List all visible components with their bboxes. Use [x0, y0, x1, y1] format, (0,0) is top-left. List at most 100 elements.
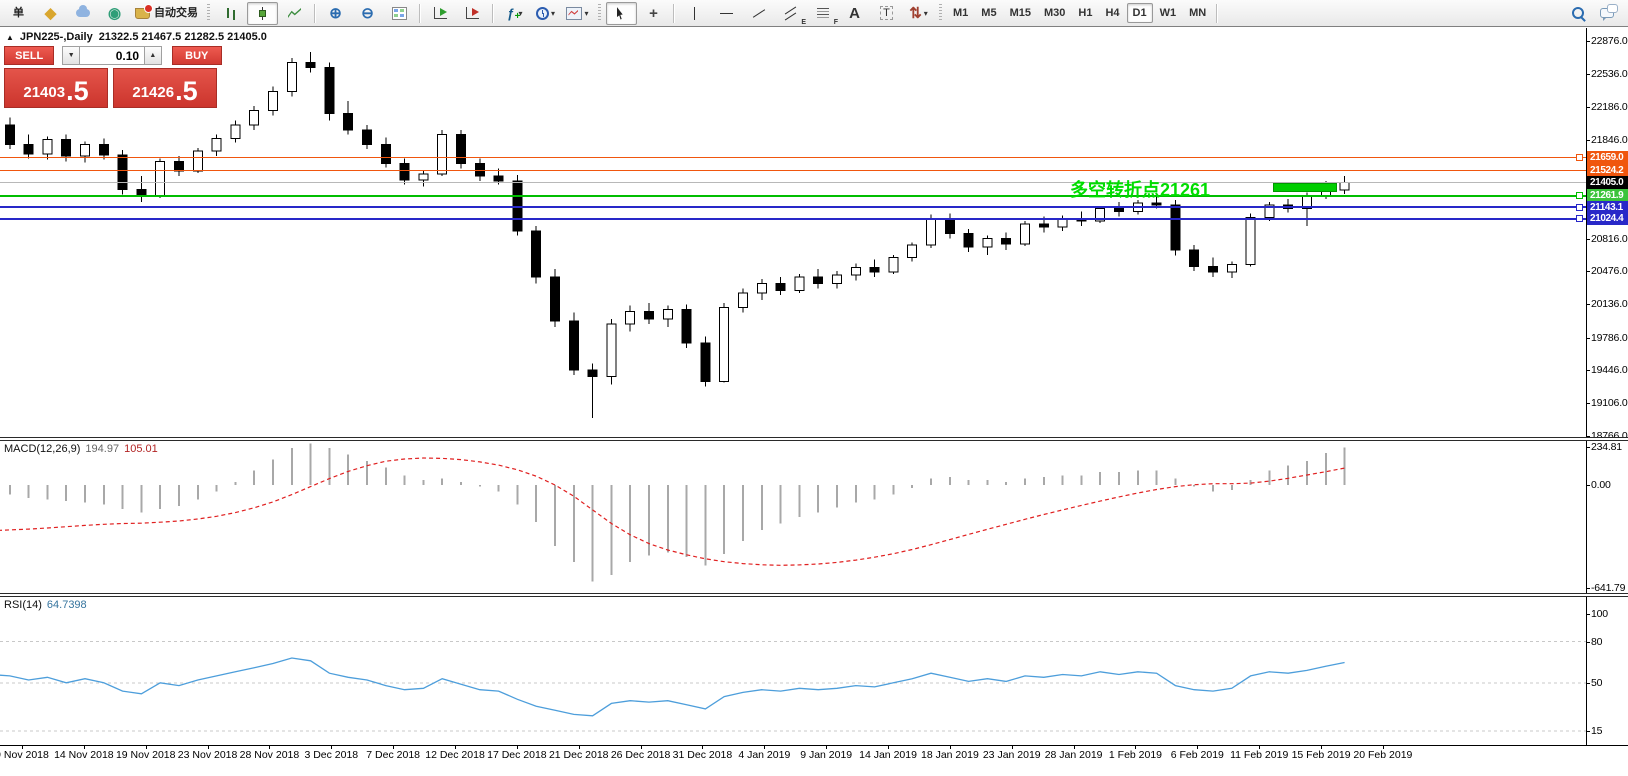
toolbar-separator — [1216, 3, 1219, 23]
price-level-line[interactable] — [0, 157, 1586, 159]
autotrading-button[interactable]: 自动交易 — [131, 2, 202, 25]
date-tick-label: 14 Jan 2019 — [859, 749, 917, 761]
arrows-button[interactable]: ⇅ ▾ — [903, 2, 934, 25]
timeframe-w1[interactable]: W1 — [1159, 7, 1177, 19]
text-label-button[interactable]: T — [871, 2, 902, 25]
rsi-tick-mark — [1586, 730, 1590, 732]
date-tick-mark — [1259, 745, 1261, 749]
price-level-line[interactable] — [0, 194, 1586, 197]
line-handle[interactable] — [1576, 154, 1583, 162]
channel-button[interactable]: E — [775, 2, 806, 26]
indicators-button[interactable]: ƒ▾ — [498, 2, 529, 25]
dropdown-arrow-icon: ▾ — [550, 8, 555, 18]
highlight-rectangle[interactable] — [1273, 183, 1337, 192]
search-button[interactable] — [1562, 2, 1593, 25]
date-tick-label: 15 Feb 2019 — [1291, 749, 1351, 761]
chart-title: ▲ JPN225-,Daily 21322.5 21467.5 21282.5 … — [6, 31, 267, 43]
cursor-button[interactable] — [606, 1, 637, 25]
new-order-button[interactable]: 单 — [3, 2, 34, 25]
crosshair-button[interactable]: + — [638, 2, 669, 25]
date-tick-label: 26 Dec 2018 — [610, 749, 671, 761]
timeframe-h4[interactable]: H4 — [1105, 7, 1120, 19]
icon-sub-label: E — [801, 18, 806, 26]
chart-shift-icon — [466, 7, 479, 19]
crosshair-icon: + — [649, 4, 658, 22]
sell-price-box[interactable]: 21403 .5 — [4, 68, 108, 108]
price-tick-label: 20476.0 — [1591, 265, 1628, 278]
zoom-out-button[interactable]: ⊖ — [352, 2, 383, 25]
line-handle[interactable] — [1576, 215, 1583, 223]
text-button[interactable]: A — [839, 2, 870, 25]
timeframe-m1[interactable]: M1 — [953, 7, 969, 19]
market-watch-button[interactable]: ◆ — [35, 2, 66, 25]
fibonacci-button[interactable]: F — [807, 2, 838, 26]
pane-separator[interactable] — [0, 437, 1628, 441]
timeframe-m15[interactable]: M15 — [1009, 7, 1031, 19]
sell-button[interactable]: SELL — [4, 46, 55, 65]
date-tick-label: 31 Dec 2018 — [672, 749, 733, 761]
buy-button[interactable]: BUY — [171, 46, 223, 65]
line-chart-button[interactable] — [279, 2, 310, 25]
volume-increase-button[interactable]: ▲ — [144, 46, 162, 65]
collapse-panel-icon[interactable]: ▲ — [6, 32, 14, 42]
candlestick-chart-button[interactable] — [247, 1, 278, 25]
date-tick-mark — [331, 745, 333, 749]
timeframe-d1[interactable]: D1 — [1126, 3, 1153, 23]
price-tag: 21659.0 — [1587, 151, 1628, 165]
date-tick-label: 21 Dec 2018 — [548, 749, 609, 761]
chat-button[interactable] — [1594, 2, 1625, 25]
date-tick-label: 14 Nov 2018 — [54, 749, 114, 761]
dropdown-arrow-icon: ▾ — [923, 8, 928, 18]
autotrading-label: 自动交易 — [154, 6, 198, 19]
tile-windows-icon — [392, 6, 407, 20]
date-tick-mark — [1321, 745, 1323, 749]
price-level-line[interactable] — [0, 217, 1586, 220]
text-label-icon: T — [880, 6, 893, 20]
signals-icon: ◉ — [107, 4, 122, 22]
tile-windows-button[interactable] — [384, 2, 415, 25]
signals-button[interactable]: ◉ — [99, 2, 130, 25]
periods-button[interactable]: ▾ — [530, 2, 561, 25]
date-axis-line — [0, 745, 1628, 746]
line-handle[interactable] — [1576, 192, 1583, 200]
trendline-button[interactable] — [743, 2, 774, 25]
volume-input[interactable]: 0.10 — [79, 46, 145, 65]
buy-price-box[interactable]: 21426 .5 — [113, 68, 217, 108]
date-tick-mark — [455, 745, 457, 749]
timeframe-m5[interactable]: M5 — [981, 7, 997, 19]
macd-tick-mark — [1586, 447, 1590, 449]
one-click-trading-panel: SELL ▼ 0.10 ▲ BUY 21403 .5 21426 .5 — [4, 46, 223, 108]
zoom-in-button[interactable]: ⊕ — [320, 2, 351, 25]
price-tick-label: 22536.0 — [1591, 67, 1628, 80]
macd-tick-label: 234.81 — [1591, 441, 1622, 454]
horizontal-line-button[interactable] — [711, 2, 742, 25]
volume-decrease-button[interactable]: ▼ — [62, 46, 80, 65]
vertical-line-button[interactable] — [679, 2, 710, 25]
price-level-line[interactable] — [0, 170, 1586, 172]
price-level-line[interactable] — [0, 206, 1586, 209]
price-tag: 21524.2 — [1587, 164, 1628, 178]
timeframe-m30[interactable]: M30 — [1043, 7, 1066, 19]
timeframe-mn[interactable]: MN — [1189, 7, 1207, 19]
line-handle[interactable] — [1576, 203, 1583, 211]
auto-scroll-button[interactable] — [425, 2, 456, 25]
chart-annotation-text[interactable]: 多空转折点21261 — [1070, 180, 1211, 200]
new-order-icon: 单 — [13, 6, 24, 19]
candlestick-chart-icon — [256, 6, 269, 20]
price-tick-mark — [1586, 271, 1590, 273]
toolbar-separator — [492, 3, 494, 23]
bar-chart-button[interactable] — [215, 2, 246, 25]
chart-shift-button[interactable] — [457, 2, 488, 25]
pane-separator[interactable] — [0, 593, 1628, 597]
templates-button[interactable]: ▾ — [562, 2, 593, 25]
timeframe-h1[interactable]: H1 — [1078, 7, 1093, 19]
line-chart-icon — [288, 8, 301, 18]
navigator-button[interactable] — [67, 2, 98, 25]
date-tick-label: 17 Dec 2018 — [487, 749, 547, 761]
macd-name: MACD(12,26,9) — [4, 443, 81, 455]
indicators-icon: ƒ — [504, 7, 521, 23]
price-tick-label: 22876.0 — [1591, 34, 1628, 47]
price-level-line[interactable] — [0, 181, 1586, 183]
